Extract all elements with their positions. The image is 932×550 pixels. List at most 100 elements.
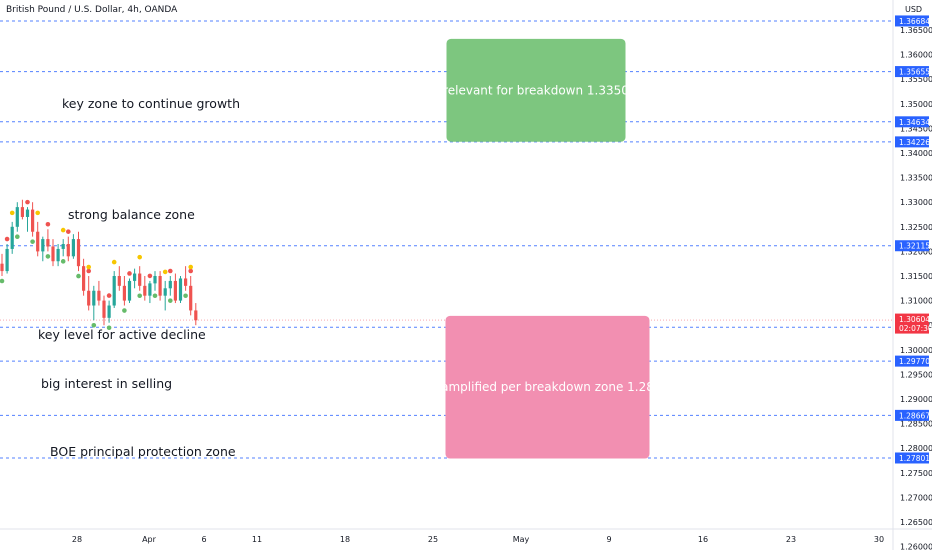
- level-price-tag[interactable]: [895, 240, 929, 252]
- signal-dot: [188, 268, 193, 274]
- chart-annotation[interactable]: key level for active decline: [38, 327, 206, 342]
- candle-body: [189, 285, 193, 311]
- x-axis-tick-label: 23: [786, 535, 796, 544]
- candle-body: [168, 280, 172, 289]
- candle-body: [184, 278, 188, 286]
- signal-dot: [66, 229, 71, 234]
- currency-label[interactable]: USD: [905, 5, 923, 14]
- chart-annotation[interactable]: key zone to continue growth: [62, 96, 240, 111]
- y-axis-tick-label: 1.29000: [900, 395, 932, 404]
- candle-body: [178, 278, 183, 301]
- candle-body: [20, 207, 24, 217]
- signal-dot: [183, 293, 188, 299]
- candle-body: [158, 276, 162, 296]
- zone-label: relevant for breakdown 1.3350: [443, 83, 629, 97]
- signal-dot: [60, 259, 66, 264]
- signal-dot: [45, 254, 51, 259]
- signal-dot: [168, 298, 173, 303]
- signal-dot: [0, 278, 5, 284]
- level-price-label: 1.27801: [899, 454, 930, 463]
- signal-dot: [45, 221, 51, 227]
- chart-annotation[interactable]: strong balance zone: [68, 207, 195, 222]
- x-axis-tick-label: 28: [72, 535, 82, 544]
- signal-dot: [4, 236, 10, 242]
- signal-dot: [188, 264, 193, 270]
- y-axis-tick-label: 1.36000: [900, 51, 932, 60]
- candle-body: [15, 207, 19, 227]
- level-price-label: 1.34226: [899, 138, 930, 147]
- candle-body: [51, 246, 55, 262]
- level-price-label: 1.28667: [899, 411, 930, 420]
- candle-body: [10, 226, 14, 249]
- y-axis-tick-label: 1.31000: [900, 297, 932, 306]
- y-axis-tick-label: 1.34000: [900, 149, 932, 158]
- candle-body: [148, 283, 152, 296]
- level-price-tag[interactable]: [895, 66, 929, 78]
- level-price-label: 1.29770: [899, 357, 930, 366]
- symbol-title[interactable]: British Pound / U.S. Dollar, 4h, OANDA: [6, 5, 178, 15]
- signal-dot: [86, 264, 91, 270]
- candle-body: [31, 209, 35, 232]
- zone-box[interactable]: [445, 315, 650, 459]
- candle-body: [97, 290, 101, 301]
- chart-annotation[interactable]: BOE principal protection zone: [50, 444, 236, 459]
- candle-body: [138, 273, 142, 286]
- signal-dot: [30, 239, 35, 244]
- level-price-label: 1.34634: [899, 118, 930, 127]
- countdown-label: 02:07:30: [899, 324, 932, 333]
- signal-dot: [111, 259, 117, 265]
- signal-dot: [86, 268, 91, 274]
- x-axis-tick-label: 6: [201, 535, 206, 544]
- y-axis-tick-label: 1.34500: [900, 124, 932, 133]
- signal-dot: [9, 210, 15, 216]
- candle-body: [133, 273, 137, 281]
- candle-body: [112, 276, 116, 306]
- y-axis-tick-label: 1.28500: [900, 420, 932, 429]
- y-axis-tick-label: 1.26500: [900, 518, 932, 527]
- y-axis-tick-label: 1.35500: [900, 75, 932, 84]
- level-price-tag[interactable]: [895, 136, 929, 148]
- signal-dot: [106, 325, 112, 331]
- chart-annotation[interactable]: big interest in selling: [41, 376, 172, 391]
- candle-body: [122, 285, 126, 301]
- signal-dot: [147, 273, 153, 279]
- x-axis-tick-label: 11: [252, 535, 262, 544]
- y-axis-tick-label: 1.31500: [900, 272, 932, 281]
- x-axis-tick-label: Apr: [142, 535, 157, 544]
- candle-body: [153, 276, 157, 284]
- y-axis-tick-label: 1.26000: [900, 543, 932, 550]
- candle-body: [107, 305, 111, 318]
- signal-dot: [162, 269, 168, 275]
- x-axis-tick-label: 18: [340, 535, 350, 544]
- level-price-label: 1.36684: [899, 17, 930, 26]
- candle-body: [82, 266, 86, 291]
- level-price-tag[interactable]: [895, 409, 929, 421]
- level-price-label: 1.35655: [899, 68, 930, 77]
- signal-dot: [76, 273, 81, 279]
- x-axis-tick-label: 25: [428, 535, 438, 544]
- candle-body: [163, 288, 167, 296]
- signal-dot: [127, 271, 132, 276]
- y-axis-tick-label: 1.30000: [900, 346, 932, 355]
- signal-dot: [91, 322, 97, 328]
- x-axis-tick-label: 16: [698, 535, 708, 544]
- signal-dot: [152, 293, 158, 299]
- x-axis-tick-label: 30: [874, 535, 884, 544]
- level-price-tag[interactable]: [895, 355, 929, 367]
- current-price-tag[interactable]: [895, 313, 929, 334]
- candle-body: [41, 239, 45, 252]
- candle-body: [0, 263, 4, 272]
- level-price-tag[interactable]: [895, 452, 929, 464]
- zone-box[interactable]: [446, 38, 626, 142]
- y-axis-tick-label: 1.35000: [900, 100, 932, 109]
- level-price-tag[interactable]: [895, 15, 929, 27]
- candle-body: [36, 231, 40, 252]
- candle-body: [25, 209, 30, 217]
- signal-dot: [168, 268, 173, 274]
- signal-dot: [14, 234, 20, 240]
- signal-dot: [25, 199, 30, 205]
- level-price-tag[interactable]: [895, 116, 929, 128]
- candle-body: [46, 239, 50, 247]
- y-axis-tick-label: 1.32000: [900, 247, 932, 256]
